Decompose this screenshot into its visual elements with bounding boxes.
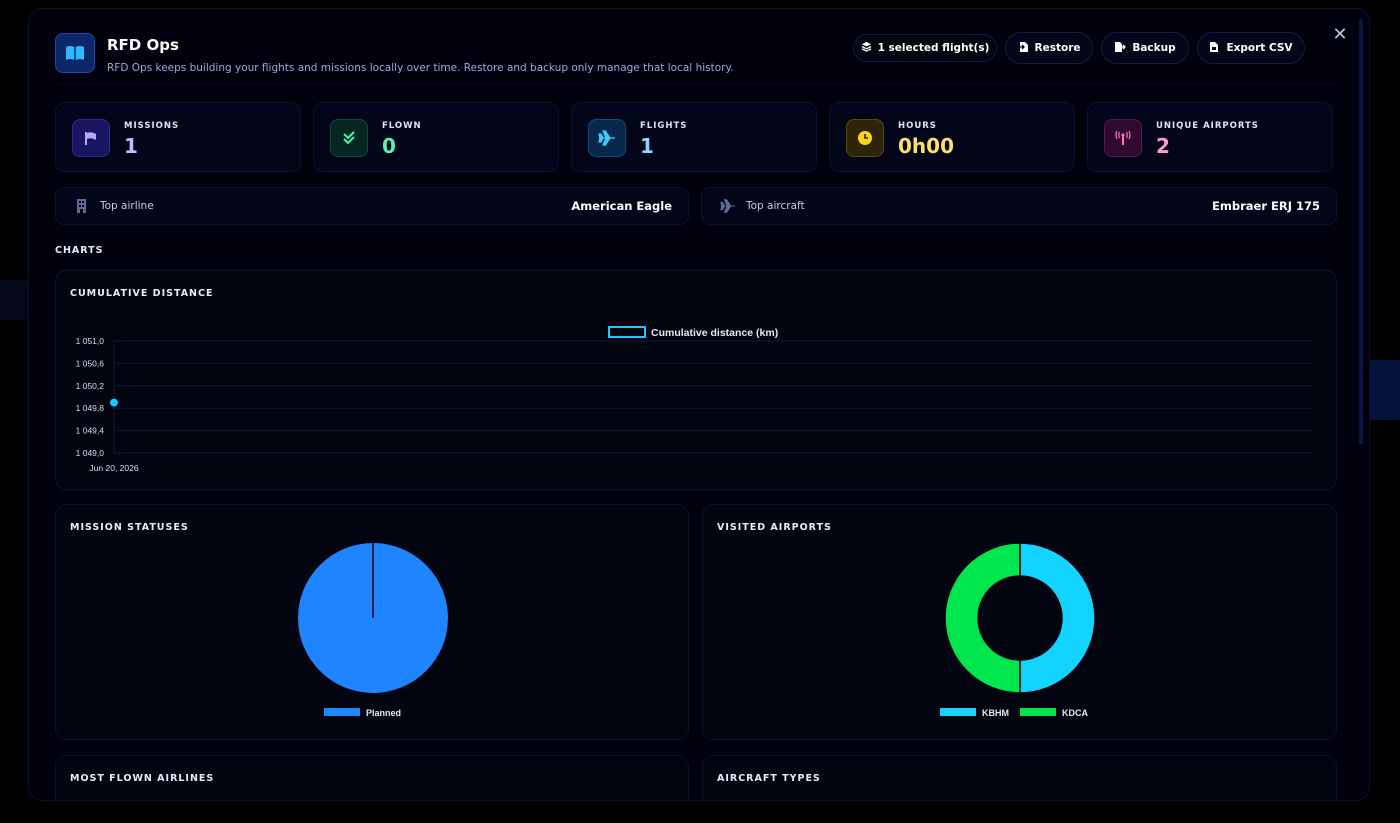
stat-label: HOURS [898,121,937,131]
most-flown-airlines-card: MOST FLOWN AIRLINES [55,755,689,800]
backup-button[interactable]: Backup [1101,32,1189,64]
flag-icon [72,119,110,157]
y-tick-label: 1 051,0 [76,336,105,346]
y-tick-label: 1 049,8 [76,403,105,413]
stat-card-unique-airports: UNIQUE AIRPORTS 2 [1087,102,1333,172]
stat-value: 1 [640,134,654,158]
building-icon [77,199,86,213]
stat-value: 1 [124,134,138,158]
antenna-icon [1104,119,1142,157]
data-point [110,398,118,407]
stat-value: 0 [382,134,396,158]
visited-airports-chart: KBHM KDCA [940,542,1096,718]
export-csv-label: Export CSV [1226,42,1293,54]
donut-slice [944,542,1021,694]
stat-value: 0h00 [898,134,954,158]
legend-swatch [608,326,646,338]
app-title: RFD Ops [107,36,179,54]
app-subtitle: RFD Ops keeps building your flights and … [107,62,734,74]
y-tick-label: 1 050,6 [76,358,105,368]
mission-statuses-card: MISSION STATUSES Planned [55,504,689,740]
cumulative-distance-card: CUMULATIVE DISTANCE 1 051,0 1 050,6 1 050,… [55,270,1337,490]
legend-swatch [940,708,976,716]
stat-value: 2 [1156,134,1170,158]
aircraft-types-card: AIRCRAFT TYPES [702,755,1337,800]
legend-label: Planned [366,708,401,718]
backup-label: Backup [1132,42,1176,54]
top-aircraft-value: Embraer ERJ 175 [1212,199,1320,213]
chart-title: VISITED AIRPORTS [717,522,832,533]
selected-flights-label: 1 selected flight(s) [877,42,990,54]
mission-statuses-chart: Planned [298,543,448,718]
chart-title: CUMULATIVE DISTANCE [70,288,214,299]
stat-card-missions: MISSIONS 1 [55,102,301,172]
stat-label: UNIQUE AIRPORTS [1156,121,1259,131]
chart-title: MOST FLOWN AIRLINES [70,773,215,784]
legend-label: Cumulative distance (km) [651,327,778,339]
legend-label: KBHM [982,708,1009,718]
book-icon [55,33,95,73]
top-airline-label: Top airline [100,200,154,212]
top-aircraft-label: Top aircraft [746,200,805,212]
donut-slice [1019,542,1096,694]
file-csv-icon [1209,41,1220,56]
top-airline-value: American Eagle [571,199,672,213]
chart-title: MISSION STATUSES [70,522,189,533]
header-divider [55,83,1339,84]
plane-icon [720,199,736,213]
stat-card-flown: FLOWN 0 [313,102,559,172]
legend-swatch [1020,708,1056,716]
background-glow [0,280,30,320]
top-airline-card: Top airline American Eagle [55,187,689,225]
layers-icon [861,41,872,55]
selected-flights-badge[interactable]: 1 selected flight(s) [853,34,997,62]
restore-label: Restore [1034,42,1081,54]
backup-icon [1114,41,1127,56]
legend-label: KDCA [1062,708,1088,718]
close-icon[interactable]: ✕ [1332,23,1348,45]
stat-label: MISSIONS [124,121,180,131]
stat-label: FLIGHTS [640,121,688,131]
visited-airports-card: VISITED AIRPORTS KBHM KDCA [702,504,1337,740]
stat-card-flights: FLIGHTS 1 [571,102,817,172]
export-csv-button[interactable]: Export CSV [1197,32,1305,64]
y-tick-label: 1 049,0 [76,448,105,458]
x-tick-label: Jun 20, 2026 [89,463,138,473]
chart-title: AIRCRAFT TYPES [717,773,821,784]
scrollbar[interactable] [1359,19,1363,444]
legend-swatch [324,708,360,716]
stat-card-hours: HOURS 0h00 [829,102,1075,172]
clock-icon [846,119,884,157]
cumulative-distance-chart: 1 051,0 1 050,6 1 050,2 1 049,8 1 049,4 1 049… [76,326,1312,473]
stat-label: FLOWN [382,121,422,131]
stats-modal: RFD Ops RFD Ops keeps building your flig… [28,8,1370,801]
y-tick-label: 1 050,2 [76,381,105,391]
y-tick-label: 1 049,4 [76,426,105,436]
top-aircraft-card: Top aircraft Embraer ERJ 175 [701,187,1337,225]
restore-button[interactable]: Restore [1005,32,1093,64]
restore-icon [1017,41,1029,56]
charts-section-title: CHARTS [55,245,104,256]
plane-icon [588,119,626,157]
double-check-icon [330,119,368,157]
